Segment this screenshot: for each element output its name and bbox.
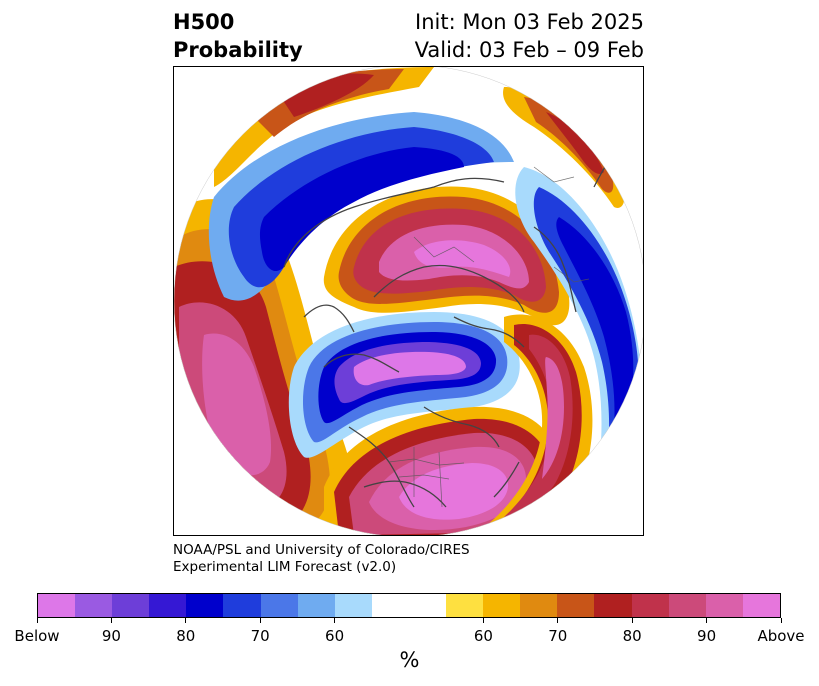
colorbar-cell <box>75 594 113 617</box>
colorbar-cell <box>594 594 632 617</box>
credit-line-1: NOAA/PSL and University of Colorado/CIRE… <box>173 542 470 558</box>
colorbar-cell <box>112 594 150 617</box>
colorbar-tick-label: 70 <box>548 627 568 645</box>
colorbar-cell <box>742 594 780 617</box>
colorbar-cell <box>149 594 187 617</box>
colorbar-tickmark <box>259 618 261 623</box>
colorbar-tick-label: 90 <box>101 627 121 645</box>
colorbar-cell <box>408 594 447 617</box>
colorbar-cell <box>668 594 706 617</box>
init-date: Init: Mon 03 Feb 2025 <box>415 10 644 34</box>
anomaly-above-east <box>474 314 593 535</box>
colorbar-tick-label: 90 <box>697 627 717 645</box>
colorbar-cell <box>297 594 335 617</box>
colorbar-tick-label: 60 <box>473 627 493 645</box>
anomaly-below-pacific <box>515 167 643 497</box>
colorbar-tickmark <box>36 618 38 623</box>
colorbar-unit: % <box>399 648 420 672</box>
colorbar-cell <box>705 594 743 617</box>
anomaly-above-us <box>324 406 560 535</box>
colorbar-tickmark <box>780 618 782 623</box>
colorbar-tickmark <box>706 618 708 623</box>
credit-line-2: Experimental LIM Forecast (v2.0) <box>173 559 397 575</box>
colorbar-cell <box>186 594 224 617</box>
probability-colorbar <box>37 593 781 618</box>
map-title: H500 Probability <box>173 8 303 64</box>
anomaly-above-northeast <box>503 87 625 208</box>
credit-text: NOAA/PSL and University of Colorado/CIRE… <box>173 542 470 576</box>
political-borders <box>388 166 590 508</box>
colorbar-cell <box>371 594 409 617</box>
title-quantity: Probability <box>173 38 303 62</box>
colorbar-cell <box>223 594 261 617</box>
colorbar-tickmark <box>185 618 187 623</box>
colorbar-tickmark <box>557 618 559 623</box>
probability-field <box>174 67 643 535</box>
title-variable: H500 <box>173 10 235 34</box>
colorbar-tick-label: 80 <box>622 627 642 645</box>
colorbar-tick-label: Below <box>14 627 60 645</box>
colorbar-tick-label: Above <box>757 627 805 645</box>
colorbar-cell <box>557 594 595 617</box>
colorbar-cell <box>483 594 521 617</box>
colorbar-cell <box>38 594 76 617</box>
colorbar-tickmark <box>110 618 112 623</box>
anomaly-above-arctic <box>323 186 570 326</box>
polar-map <box>173 66 644 536</box>
colorbar-tick-label: 70 <box>250 627 270 645</box>
colorbar-tick-label: 60 <box>325 627 345 645</box>
valid-range: Valid: 03 Feb – 09 Feb <box>414 38 644 62</box>
map-dates: Init: Mon 03 Feb 2025 Valid: 03 Feb – 09… <box>415 8 644 64</box>
colorbar-tick-label: 80 <box>176 627 196 645</box>
colorbar-cell <box>260 594 298 617</box>
colorbar-tickmark <box>334 618 336 623</box>
colorbar-cell <box>334 594 372 617</box>
colorbar-cell <box>520 594 558 617</box>
colorbar-cell <box>631 594 669 617</box>
colorbar-tickmark <box>631 618 633 623</box>
colorbar-cell <box>446 594 484 617</box>
colorbar-tickmark <box>482 618 484 623</box>
